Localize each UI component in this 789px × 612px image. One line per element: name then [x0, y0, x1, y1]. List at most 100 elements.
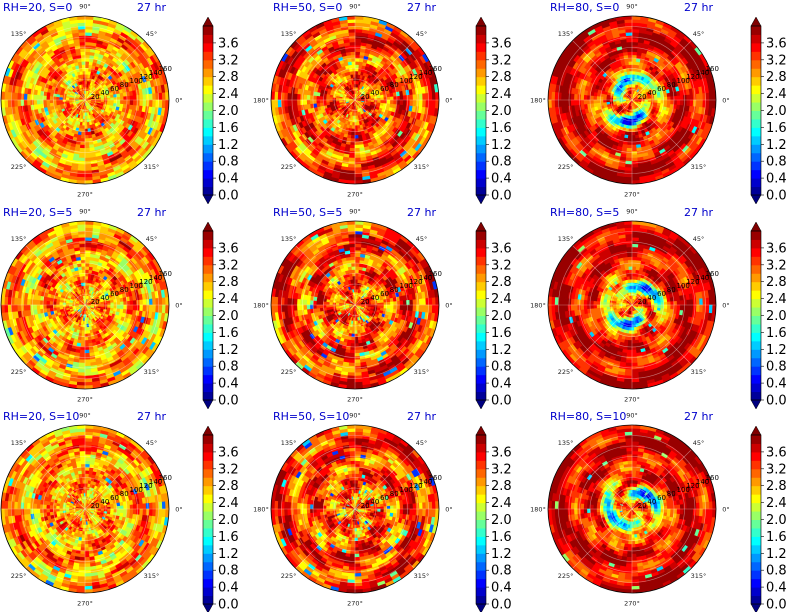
- colorbar-tick-label: 2.8: [218, 479, 239, 494]
- colorbar-tick-label: 1.2: [491, 343, 512, 358]
- angle-tick-label: 135°: [281, 30, 297, 38]
- angle-tick-label: 135°: [11, 30, 27, 38]
- radial-tick-label: 140: [149, 478, 162, 486]
- radial-tick-label: 100: [677, 282, 690, 290]
- radial-tick-label: 20: [361, 502, 370, 510]
- colorbar-segment: [203, 93, 213, 103]
- colorbar-segment: [203, 290, 213, 300]
- colorbar-segment: [476, 298, 486, 308]
- colorbar-segment: [751, 391, 761, 401]
- colorbar-segment: [751, 34, 761, 44]
- radial-tick-label: 40: [647, 89, 656, 97]
- colorbar-segment: [751, 110, 761, 120]
- colorbar-tick-label: 2.4: [766, 292, 787, 307]
- colorbar-segment: [476, 374, 486, 384]
- colorbar-segment: [476, 93, 486, 103]
- colorbar-segment: [476, 51, 486, 61]
- radial-tick-label: 40: [370, 498, 379, 506]
- radial-tick-label: 140: [149, 274, 162, 282]
- radial-tick-label: 20: [361, 298, 370, 306]
- radial-tick-label: 20: [91, 93, 100, 101]
- colorbar-segment: [203, 127, 213, 137]
- colorbar-segment: [476, 144, 486, 154]
- contour-field: [548, 221, 716, 389]
- colorbar-segment: [751, 178, 761, 188]
- colorbar-tick-label: 1.2: [766, 547, 787, 562]
- colorbar-tick-label: 1.6: [766, 326, 787, 341]
- colorbar-segment: [476, 578, 486, 588]
- colorbar-extend-min: [475, 194, 487, 205]
- colorbar-segment: [476, 76, 486, 86]
- radial-tick-label: 160: [159, 65, 172, 73]
- colorbar-extend-min: [750, 194, 762, 205]
- colorbar-segment: [476, 110, 486, 120]
- colorbar-tick-label: 0.4: [491, 581, 512, 596]
- colorbar-segment: [751, 332, 761, 342]
- colorbar-segment: [751, 239, 761, 249]
- colorbar-segment: [751, 315, 761, 325]
- angle-tick-label: 270°: [347, 600, 363, 608]
- radial-tick-label: 120: [139, 278, 152, 286]
- colorbar-segment: [203, 451, 213, 461]
- colorbar-segment: [203, 494, 213, 504]
- colorbar-segment: [203, 477, 213, 487]
- colorbar-segment: [476, 127, 486, 137]
- colorbar-tick-label: 0.0: [766, 394, 787, 409]
- colorbar-segment: [203, 578, 213, 588]
- colorbar-tick-label: 2.0: [766, 309, 787, 324]
- colorbar-segment: [476, 366, 486, 376]
- colorbar-tick-label: 2.4: [766, 496, 787, 511]
- colorbar-segment: [751, 357, 761, 367]
- colorbar-extend-max: [475, 221, 487, 232]
- angle-tick-label: 270°: [347, 191, 363, 199]
- panel-time: 27 hr: [684, 1, 713, 14]
- polar-frame: [0, 220, 170, 390]
- colorbar-segment: [476, 315, 486, 325]
- colorbar-segment: [476, 59, 486, 69]
- colorbar-tick-label: 1.6: [766, 530, 787, 545]
- colorbar-segment: [203, 383, 213, 393]
- colorbar-segment: [476, 527, 486, 537]
- contour-field: [271, 16, 439, 184]
- polar-panel: 204060801001201401600°45°90°135°180°225°…: [530, 1, 730, 199]
- colorbar-tick-label: 1.2: [491, 547, 512, 562]
- angle-tick-label: 0°: [175, 506, 182, 514]
- polar-grid: [0, 424, 170, 594]
- colorbar-segment: [751, 519, 761, 529]
- colorbar-segment: [751, 468, 761, 478]
- angle-tick-label: 270°: [624, 396, 640, 404]
- colorbar-segment: [203, 587, 213, 597]
- colorbar-segment: [751, 383, 761, 393]
- colorbar-segment: [751, 127, 761, 137]
- polar-frame: [547, 424, 717, 594]
- radial-tick-label: 60: [380, 85, 389, 93]
- colorbar-tick-label: 0.0: [218, 394, 239, 409]
- colorbar-segment: [476, 281, 486, 291]
- colorbar-segment: [751, 511, 761, 520]
- angle-tick-label: 0°: [175, 302, 182, 310]
- colorbar-segment: [203, 135, 213, 145]
- colorbar-segment: [751, 366, 761, 376]
- angle-tick-label: 90°: [349, 412, 361, 420]
- colorbar-tick-label: 1.6: [491, 121, 512, 136]
- colorbar-segment: [751, 460, 761, 470]
- panel-time: 27 hr: [684, 410, 713, 423]
- angle-tick-label: 180°: [253, 97, 269, 105]
- radial-tick-label: 40: [647, 294, 656, 302]
- colorbar-tick-label: 2.8: [491, 275, 512, 290]
- polar-frame: [270, 424, 440, 594]
- colorbar-extend-max: [750, 16, 762, 27]
- panel-title: RH=80, S=5: [550, 206, 619, 219]
- angle-tick-label: 270°: [77, 191, 93, 199]
- colorbar-segment: [476, 118, 486, 128]
- colorbar-segment: [476, 68, 486, 78]
- angle-tick-label: 270°: [347, 396, 363, 404]
- colorbar-segment: [203, 256, 213, 266]
- colorbar-tick-label: 2.0: [491, 513, 512, 528]
- colorbar-tick-label: 2.8: [218, 70, 239, 85]
- colorbar-segment: [751, 494, 761, 504]
- colorbar: 0.0 0.4 0.8 1.2 1.6 2.0 2.4 2.8 3.2 3.6: [202, 221, 239, 410]
- polar-panel: 204060801001201401600°45°90°135°180°225°…: [0, 410, 183, 608]
- colorbar-extend-max: [475, 425, 487, 436]
- colorbar-tick-label: 2.4: [766, 87, 787, 102]
